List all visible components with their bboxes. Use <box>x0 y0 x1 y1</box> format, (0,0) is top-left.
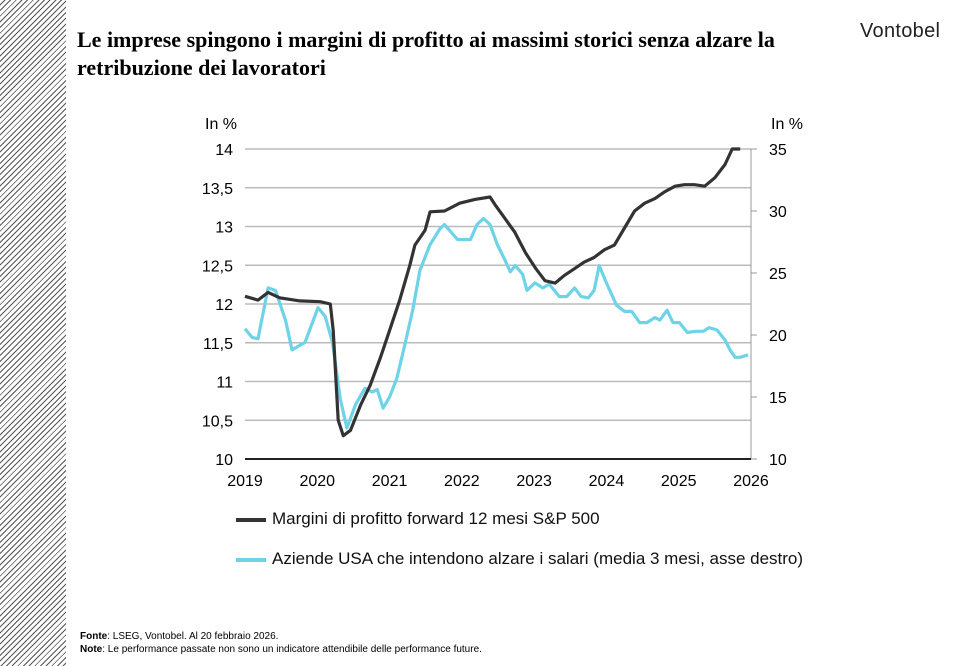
y-tick-left: 11,5 <box>203 336 233 353</box>
y-tick-left: 10,5 <box>202 413 233 430</box>
y-tick-right: 15 <box>769 390 787 407</box>
y-tick-left: 11 <box>216 375 233 392</box>
x-tick: 2021 <box>372 473 408 490</box>
note-label: Note <box>80 644 103 655</box>
vontobel-logo: Vontobel <box>860 20 941 42</box>
x-tick: 2026 <box>733 473 769 490</box>
x-tick: 2020 <box>299 473 335 490</box>
y-tick-right: 30 <box>769 204 787 221</box>
decorative-hatch-border <box>0 0 66 666</box>
y-tick-right: 35 <box>769 142 787 159</box>
legend-label-margins: Margini di profitto forward 12 mesi S&P … <box>272 509 600 528</box>
y-tick-left: 12,5 <box>202 258 233 275</box>
legend-swatch-margins <box>236 518 266 522</box>
source-text: : LSEG, Vontobel. Al 20 febbraio 2026. <box>107 631 279 642</box>
legend-item-wages: Aziende USA che intendono alzare i salar… <box>236 549 806 569</box>
x-tick: 2023 <box>516 473 552 490</box>
y-axis-label-right: In % <box>771 116 803 133</box>
chart-title: Le imprese spingono i margini di profitt… <box>77 27 775 80</box>
y-tick-left: 10 <box>215 452 233 469</box>
series-line-wages <box>243 216 749 430</box>
y-tick-right: 20 <box>769 328 787 345</box>
series-line-margins <box>244 147 741 438</box>
legend-swatch-wages <box>236 558 266 562</box>
y-tick-right: 10 <box>769 452 787 469</box>
y-tick-left: 13,5 <box>202 181 233 198</box>
x-tick: 2022 <box>444 473 480 490</box>
y-tick-right: 25 <box>769 266 787 283</box>
y-tick-left: 14 <box>215 142 233 159</box>
y-tick-left: 12 <box>215 297 233 314</box>
y-tick-left: 13 <box>215 220 233 237</box>
x-tick: 2024 <box>589 473 625 490</box>
y-axis-label-left: In % <box>205 116 237 133</box>
footer: Fonte: LSEG, Vontobel. Al 20 febbraio 20… <box>80 630 482 656</box>
x-tick: 2025 <box>661 473 697 490</box>
note-text: : Le performance passate non sono un ind… <box>102 644 482 655</box>
legend-label-wages: Aziende USA che intendono alzare i salar… <box>272 549 804 568</box>
source-label: Fonte <box>80 631 108 642</box>
legend-item-margins: Margini di profitto forward 12 mesi S&P … <box>236 509 600 529</box>
x-tick: 2019 <box>227 473 263 490</box>
